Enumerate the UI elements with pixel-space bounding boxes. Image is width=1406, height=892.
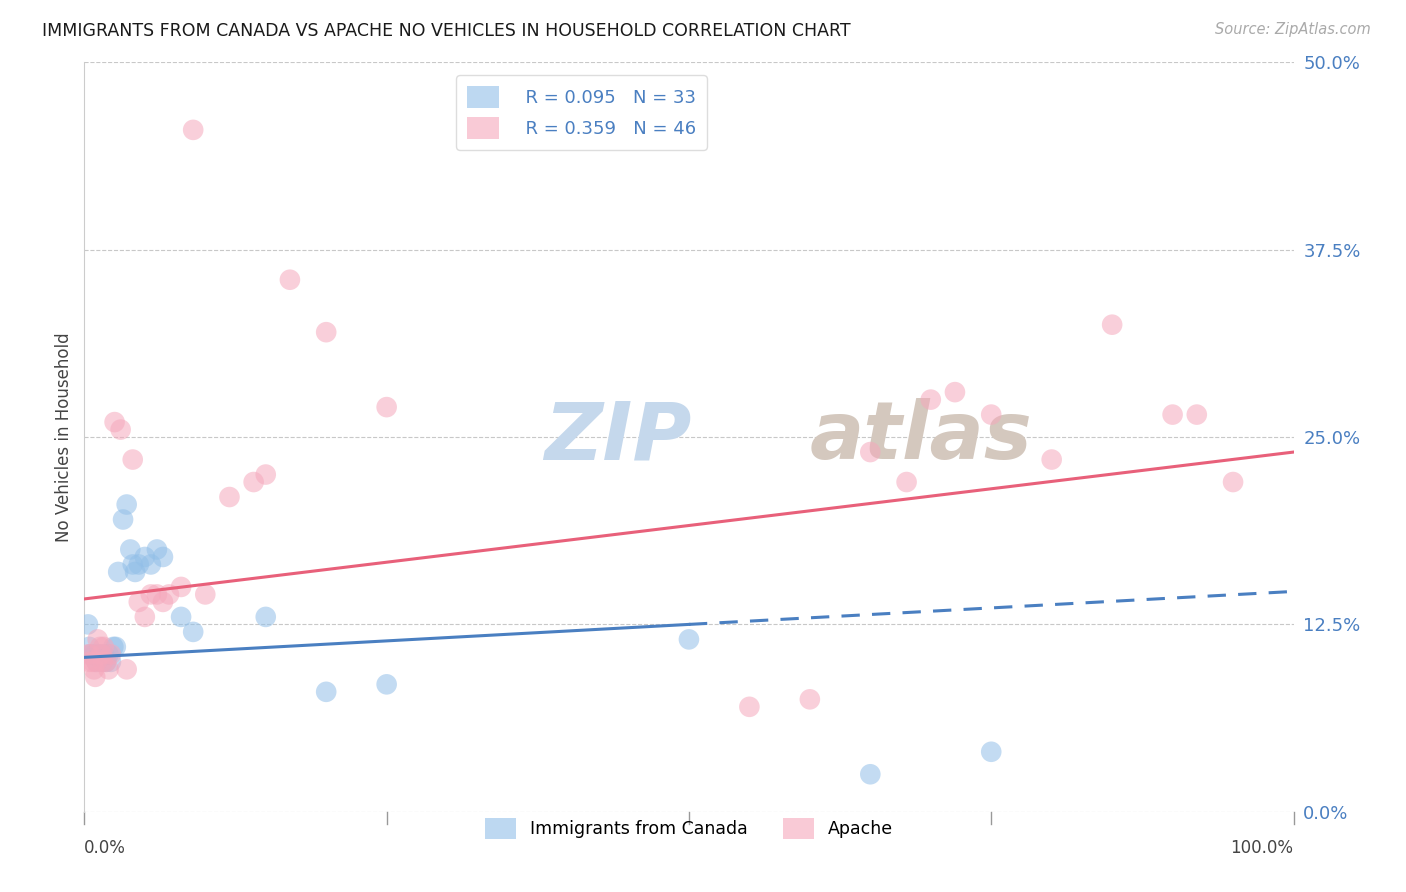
Point	[104, 640, 127, 654]
Point	[134, 610, 156, 624]
Point	[980, 408, 1002, 422]
Point	[218, 490, 240, 504]
Point	[77, 655, 100, 669]
Text: atlas: atlas	[810, 398, 1032, 476]
Point	[115, 662, 138, 676]
Point	[254, 610, 277, 624]
Point	[121, 558, 143, 572]
Point	[896, 475, 918, 489]
Point	[79, 648, 101, 662]
Point	[1222, 475, 1244, 489]
Point	[1101, 318, 1123, 332]
Point	[134, 549, 156, 564]
Point	[120, 542, 142, 557]
Point	[77, 617, 100, 632]
Point	[315, 685, 337, 699]
Point	[375, 677, 398, 691]
Point	[278, 273, 301, 287]
Text: ZIP: ZIP	[544, 398, 692, 476]
Point	[97, 648, 120, 662]
Point	[128, 595, 150, 609]
Point	[139, 587, 162, 601]
Point	[87, 648, 110, 662]
Point	[859, 445, 882, 459]
Point	[107, 565, 129, 579]
Point	[90, 648, 112, 662]
Point	[738, 699, 761, 714]
Point	[157, 587, 180, 601]
Point	[110, 423, 132, 437]
Point	[91, 655, 114, 669]
Point	[146, 587, 169, 601]
Point	[139, 558, 162, 572]
Point	[77, 640, 100, 654]
Point	[94, 655, 117, 669]
Point	[315, 325, 337, 339]
Point	[79, 648, 101, 662]
Point	[1161, 408, 1184, 422]
Text: IMMIGRANTS FROM CANADA VS APACHE NO VEHICLES IN HOUSEHOLD CORRELATION CHART: IMMIGRANTS FROM CANADA VS APACHE NO VEHI…	[42, 22, 851, 40]
Point	[91, 655, 114, 669]
Point	[152, 549, 174, 564]
Point	[1040, 452, 1063, 467]
Point	[82, 655, 104, 669]
Point	[254, 467, 277, 482]
Point	[93, 648, 115, 662]
Point	[678, 632, 700, 647]
Text: 100.0%: 100.0%	[1230, 838, 1294, 856]
Point	[100, 655, 122, 669]
Point	[920, 392, 942, 407]
Point	[181, 624, 204, 639]
Point	[799, 692, 821, 706]
Point	[121, 452, 143, 467]
Point	[77, 648, 100, 662]
Point	[980, 745, 1002, 759]
Point	[181, 123, 204, 137]
Point	[103, 640, 125, 654]
Point	[146, 542, 169, 557]
Point	[170, 610, 193, 624]
Point	[115, 498, 138, 512]
Legend: Immigrants from Canada, Apache: Immigrants from Canada, Apache	[477, 809, 901, 848]
Point	[112, 512, 135, 526]
Point	[89, 640, 111, 654]
Point	[124, 565, 146, 579]
Point	[1185, 408, 1208, 422]
Y-axis label: No Vehicles in Household: No Vehicles in Household	[55, 332, 73, 542]
Point	[97, 662, 120, 676]
Point	[375, 400, 398, 414]
Point	[86, 655, 108, 669]
Point	[84, 670, 107, 684]
Point	[104, 415, 127, 429]
Point	[90, 648, 112, 662]
Point	[86, 632, 108, 647]
Point	[128, 558, 150, 572]
Point	[152, 595, 174, 609]
Point	[83, 662, 105, 676]
Point	[94, 655, 117, 669]
Point	[83, 648, 105, 662]
Text: 0.0%: 0.0%	[84, 838, 127, 856]
Point	[242, 475, 264, 489]
Text: Source: ZipAtlas.com: Source: ZipAtlas.com	[1215, 22, 1371, 37]
Point	[859, 767, 882, 781]
Point	[100, 648, 122, 662]
Point	[943, 385, 966, 400]
Point	[194, 587, 217, 601]
Point	[86, 655, 108, 669]
Point	[170, 580, 193, 594]
Point	[93, 640, 115, 654]
